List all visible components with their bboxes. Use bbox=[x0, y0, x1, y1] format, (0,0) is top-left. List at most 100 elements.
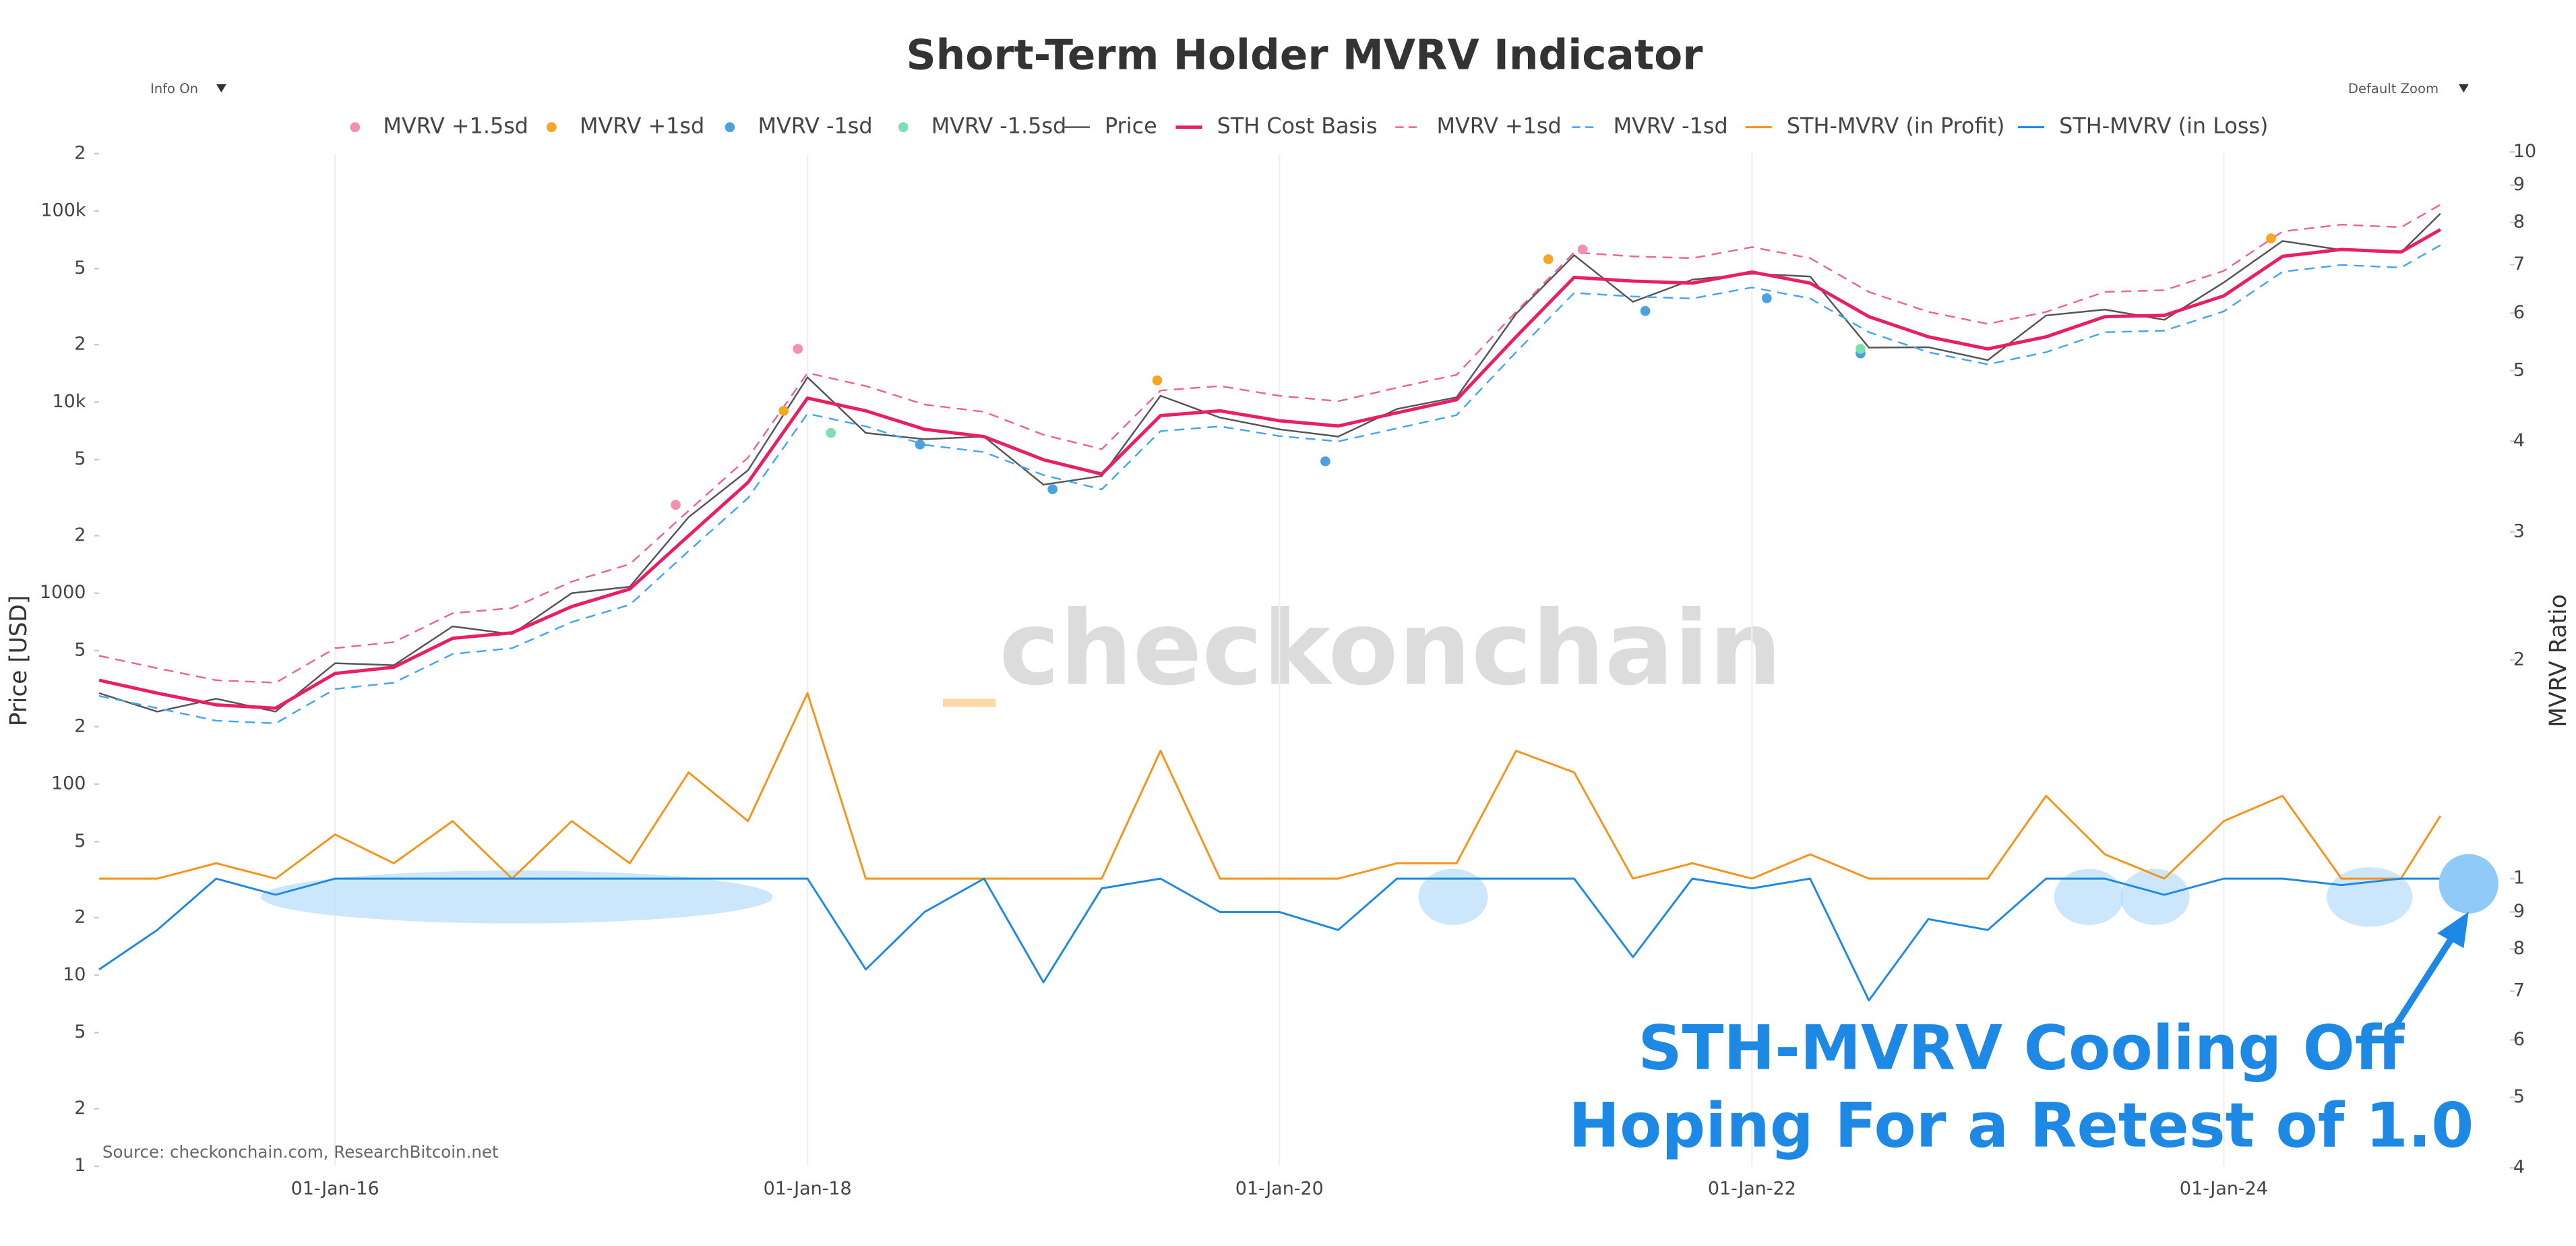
series-line bbox=[98, 212, 2441, 713]
y-axis-label: Price [USD] bbox=[5, 595, 32, 727]
y-tick-label: 2 bbox=[74, 334, 86, 355]
legend-label: MVRV -1sd bbox=[758, 113, 873, 139]
chart-title: Short-Term Holder MVRV Indicator bbox=[907, 31, 1704, 79]
legend-label: STH-MVRV (in Profit) bbox=[1787, 113, 2005, 139]
series-point bbox=[1320, 456, 1330, 467]
series-point bbox=[1152, 375, 1163, 386]
series-line bbox=[98, 244, 2441, 725]
legend-label: MVRV +1sd bbox=[580, 113, 704, 139]
y2-tick-label: 4 bbox=[2513, 430, 2525, 451]
y-tick-label: 1000 bbox=[40, 582, 86, 603]
highlight bbox=[1418, 868, 1488, 925]
y-tick-label: 10k bbox=[53, 391, 86, 412]
grid bbox=[334, 153, 2225, 1166]
legend-label: STH Cost Basis bbox=[1217, 113, 1378, 139]
legend-symbol bbox=[350, 122, 361, 132]
legend-label: MVRV -1sd bbox=[1614, 113, 1728, 139]
axes: 01-Jan-16 01-Jan-18 01-Jan-20 01-Jan-22 01-J… bbox=[40, 141, 2536, 1199]
x-tick-label: 01-Jan-22 bbox=[1708, 1178, 1796, 1199]
series-point bbox=[778, 406, 789, 416]
y2-tick-label: 7 bbox=[2513, 254, 2525, 274]
dropdown-arrow[interactable] bbox=[216, 84, 226, 93]
legend-label: MVRV +1.5sd bbox=[383, 113, 528, 139]
zoom-dropdown[interactable]: Default Zoom bbox=[2348, 81, 2469, 96]
y-tick-label: 5 bbox=[74, 448, 86, 469]
y2-tick-label: 5 bbox=[2513, 1086, 2525, 1107]
series-line bbox=[98, 877, 2441, 1002]
highlight bbox=[2120, 868, 2190, 925]
highlight bbox=[2054, 868, 2124, 925]
y2-tick-label: 6 bbox=[2513, 1029, 2525, 1050]
series-point bbox=[1577, 244, 1588, 255]
legend-label: MVRV +1sd bbox=[1436, 113, 1561, 139]
y2-axis-label: MVRV Ratio bbox=[2545, 594, 2572, 727]
dropdown-label[interactable]: Default Zoom bbox=[2348, 81, 2439, 96]
source-note: Source: checkonchain.com, ResearchBitcoi… bbox=[102, 1142, 499, 1162]
y2-tick-label: 3 bbox=[2513, 521, 2525, 541]
y2-tick-label: 9 bbox=[2513, 901, 2525, 922]
y-tick-label: 5 bbox=[74, 1021, 86, 1042]
y-tick-label: 100 bbox=[51, 773, 86, 794]
y2-tick-label: 5 bbox=[2513, 359, 2525, 380]
series-point bbox=[1762, 293, 1772, 303]
y-tick-label: 2 bbox=[74, 1098, 86, 1119]
series-line bbox=[99, 692, 2442, 880]
annotation: STH-MVRV Cooling Off bbox=[1638, 1013, 2405, 1084]
x-tick-label: 01-Jan-20 bbox=[1235, 1178, 1324, 1199]
legend: MVRV +1.5sd MVRV +1sd MVRV -1sd MVRV -1.5sd… bbox=[350, 113, 2268, 139]
y2-tick-label: 10 bbox=[2513, 141, 2536, 162]
legend-label: STH-MVRV (in Loss) bbox=[2059, 113, 2268, 139]
legend-symbol bbox=[898, 122, 909, 132]
series-point bbox=[1640, 305, 1651, 316]
annotation-arrow bbox=[2391, 933, 2457, 1030]
series-point bbox=[1856, 344, 1866, 354]
legend-symbol bbox=[725, 122, 735, 132]
series-point bbox=[826, 427, 836, 438]
y2-tick-label: 7 bbox=[2513, 980, 2525, 1001]
series-point bbox=[1047, 484, 1057, 494]
watermark-text: checkonchain bbox=[999, 589, 1781, 708]
plot-area bbox=[98, 204, 2442, 1002]
highlights bbox=[261, 867, 2413, 927]
y2-tick-label: 2 bbox=[2513, 649, 2525, 670]
y-tick-label: 5 bbox=[74, 831, 86, 852]
watermark: checkonchain bbox=[942, 589, 1782, 708]
dropdown-label[interactable]: Info On bbox=[150, 81, 198, 96]
y2-tick-label: 8 bbox=[2513, 211, 2525, 232]
y-tick-label: 5 bbox=[74, 640, 86, 661]
y-tick-label: 1 bbox=[74, 1155, 86, 1176]
target-circle bbox=[2439, 854, 2498, 914]
y-tick-label: 10 bbox=[63, 964, 86, 985]
info-dropdown[interactable]: Info On bbox=[150, 81, 226, 96]
y2-tick-label: 9 bbox=[2513, 174, 2525, 195]
x-tick-label: 01-Jan-18 bbox=[764, 1178, 852, 1199]
legend-symbol bbox=[546, 122, 557, 132]
series-point bbox=[671, 500, 681, 510]
y2-tick-label: 8 bbox=[2513, 938, 2525, 959]
y-tick-label: 2 bbox=[74, 142, 86, 163]
y-tick-label: 2 bbox=[74, 907, 86, 928]
highlight bbox=[2327, 867, 2413, 927]
annotation: Hoping For a Retest of 1.0 bbox=[1568, 1091, 2474, 1162]
series-point bbox=[1543, 254, 1554, 264]
series-point bbox=[793, 344, 803, 354]
highlight bbox=[261, 870, 773, 924]
y-tick-label: 5 bbox=[74, 258, 86, 278]
series-point bbox=[2266, 233, 2276, 243]
y-tick-label: 2 bbox=[74, 715, 86, 736]
watermark-underscore bbox=[942, 699, 996, 707]
y2-tick-label: 4 bbox=[2513, 1157, 2525, 1178]
legend-label: Price bbox=[1105, 113, 1157, 139]
y2-tick-label: 1 bbox=[2513, 868, 2525, 889]
y-tick-label: 100k bbox=[40, 200, 86, 221]
y-tick-label: 2 bbox=[74, 525, 86, 545]
annotation-arrowhead bbox=[2437, 912, 2469, 949]
series-line bbox=[98, 228, 2442, 710]
legend-label: MVRV -1.5sd bbox=[931, 113, 1066, 139]
dropdown-arrow[interactable] bbox=[2459, 84, 2469, 93]
series-point bbox=[915, 439, 925, 450]
x-tick-label: 01-Jan-16 bbox=[291, 1178, 379, 1199]
series-line bbox=[98, 204, 2441, 684]
